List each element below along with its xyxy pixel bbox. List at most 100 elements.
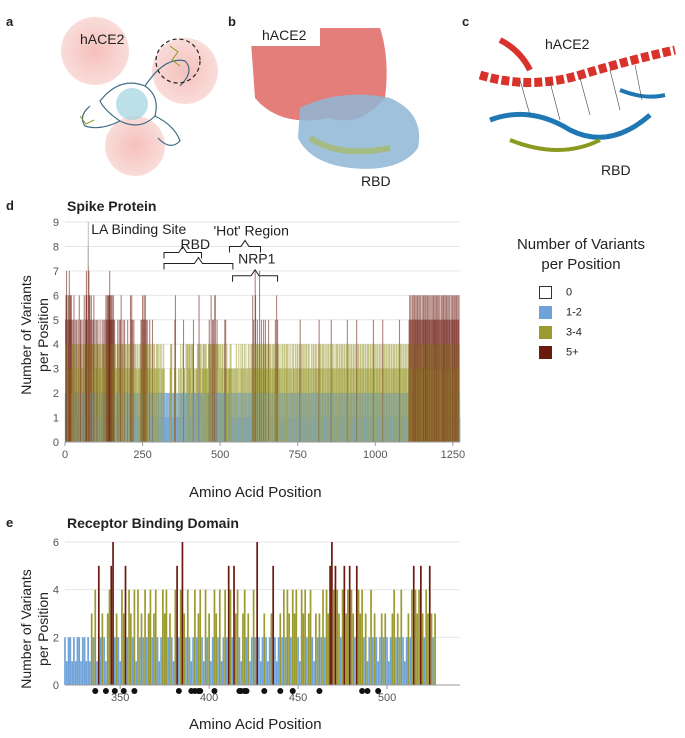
bar — [64, 637, 66, 685]
bar — [222, 637, 225, 685]
bar — [427, 613, 429, 685]
bar — [311, 368, 313, 442]
bar — [153, 613, 155, 685]
panel-b-structure-image — [240, 18, 430, 183]
bar — [138, 637, 141, 685]
bar — [234, 613, 237, 685]
bar — [400, 589, 403, 685]
y-tick-label: 0 — [53, 680, 59, 692]
panel-a-letter: a — [6, 14, 14, 29]
legend-title-line2: per Position — [541, 256, 621, 273]
bar — [175, 393, 177, 442]
bar — [357, 589, 360, 685]
bar — [89, 661, 91, 685]
bar — [407, 613, 410, 685]
legend-swatch-2 — [539, 326, 552, 339]
bar — [403, 661, 406, 685]
x-tick-label: 450 — [289, 692, 307, 704]
chart-d-ylabel-line1: Number of Variants — [18, 275, 34, 395]
bar — [202, 661, 205, 685]
annotation-rbd-sub-bracket — [163, 245, 203, 259]
bar — [395, 637, 397, 685]
bar — [293, 393, 295, 442]
bar — [162, 589, 164, 685]
bar — [434, 613, 436, 685]
contact-residue-dot — [131, 688, 138, 694]
bar — [389, 637, 392, 685]
bar — [289, 393, 291, 442]
bar — [268, 637, 271, 685]
bar — [217, 637, 219, 685]
contact-dots-group — [92, 688, 382, 694]
x-tick-label: 1250 — [441, 449, 465, 461]
legend-label-2: 3-4 — [566, 326, 582, 339]
bar — [192, 637, 194, 685]
contact-residue-dot — [211, 688, 218, 694]
bar — [181, 393, 183, 442]
bar — [81, 637, 84, 685]
legend-item-1: 1-2 — [539, 306, 582, 326]
bar — [266, 661, 269, 685]
bar — [178, 637, 180, 685]
bar — [133, 368, 135, 442]
bar — [237, 393, 239, 442]
bar — [300, 589, 303, 685]
bar — [323, 637, 326, 685]
panel-c-letter: c — [462, 14, 470, 29]
bar — [313, 393, 315, 442]
bar — [272, 565, 275, 685]
bar — [169, 613, 171, 685]
bar — [334, 565, 337, 685]
bar — [425, 589, 428, 685]
bar — [194, 589, 196, 685]
bar — [398, 637, 401, 685]
bar — [97, 565, 100, 685]
bar — [304, 368, 306, 442]
bar — [224, 589, 226, 685]
bar — [117, 637, 120, 685]
bar — [265, 637, 267, 685]
bar — [323, 368, 325, 442]
bar — [325, 589, 328, 685]
bar — [245, 393, 247, 442]
x-tick-label: 350 — [111, 692, 129, 704]
bar — [211, 637, 214, 685]
bar — [261, 637, 264, 685]
bar — [152, 368, 154, 442]
bar — [299, 319, 301, 442]
bar — [80, 661, 82, 685]
bar — [459, 417, 461, 442]
contact-residue-dot — [102, 688, 109, 694]
bar — [71, 661, 73, 685]
bar — [74, 319, 76, 442]
bar — [99, 319, 101, 442]
legend-swatch-1 — [539, 306, 552, 319]
bar — [238, 637, 241, 685]
bar — [368, 368, 370, 442]
bar — [293, 613, 296, 685]
y-tick-label: 9 — [53, 217, 59, 229]
panel-b-rbd-label: RBD — [361, 173, 391, 189]
bar — [167, 637, 170, 685]
bar — [121, 589, 123, 685]
bar — [406, 368, 408, 442]
bar — [186, 589, 189, 685]
contact-residue-dot — [243, 688, 250, 694]
bar — [396, 613, 399, 685]
bar — [213, 589, 216, 685]
bar — [297, 637, 299, 685]
bar — [220, 661, 223, 685]
bar — [266, 368, 268, 442]
bar — [65, 661, 68, 685]
bar — [287, 368, 289, 442]
bar — [311, 637, 314, 685]
bar — [242, 613, 244, 685]
x-tick-label: 500 — [378, 692, 396, 704]
bar — [146, 319, 148, 442]
bar — [248, 393, 250, 442]
annotation-nrp1: NRP1 — [238, 251, 276, 267]
bar — [67, 637, 70, 685]
bar — [199, 589, 202, 685]
bar — [416, 613, 419, 685]
bar — [282, 368, 284, 442]
